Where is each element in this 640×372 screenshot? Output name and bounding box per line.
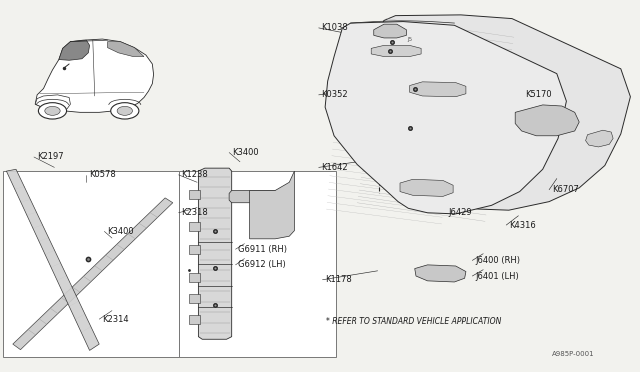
Bar bbox=[3, 171, 179, 357]
Polygon shape bbox=[374, 24, 406, 38]
Polygon shape bbox=[515, 105, 579, 136]
Text: K3568: K3568 bbox=[541, 111, 568, 120]
Bar bbox=[189, 222, 200, 231]
Polygon shape bbox=[59, 40, 90, 60]
Bar bbox=[189, 315, 200, 324]
Circle shape bbox=[45, 106, 60, 115]
Polygon shape bbox=[400, 179, 453, 196]
Polygon shape bbox=[410, 82, 466, 97]
Text: J5: J5 bbox=[407, 36, 412, 42]
Text: * REFER TO STANDARD VEHICLE APPLICATION: * REFER TO STANDARD VEHICLE APPLICATION bbox=[326, 317, 502, 326]
Circle shape bbox=[111, 103, 139, 119]
Text: K1642: K1642 bbox=[321, 163, 348, 172]
Text: A985P-0001: A985P-0001 bbox=[552, 351, 595, 357]
Polygon shape bbox=[198, 168, 232, 339]
Text: J6429: J6429 bbox=[448, 208, 472, 217]
Polygon shape bbox=[108, 42, 144, 57]
Text: K2318: K2318 bbox=[181, 208, 208, 217]
Bar bbox=[189, 294, 200, 303]
Text: J6401 (LH): J6401 (LH) bbox=[475, 272, 518, 280]
Text: K2314: K2314 bbox=[102, 315, 129, 324]
Polygon shape bbox=[586, 130, 613, 147]
Text: K3400: K3400 bbox=[232, 148, 259, 157]
Circle shape bbox=[38, 103, 67, 119]
Polygon shape bbox=[229, 190, 278, 203]
Circle shape bbox=[117, 106, 132, 115]
Polygon shape bbox=[250, 171, 294, 239]
Polygon shape bbox=[35, 39, 154, 112]
Polygon shape bbox=[13, 198, 173, 350]
Text: K0352: K0352 bbox=[321, 90, 348, 99]
Text: G6912 (LH): G6912 (LH) bbox=[238, 260, 286, 269]
Text: K3400: K3400 bbox=[108, 227, 134, 236]
Text: J6400 (RH): J6400 (RH) bbox=[475, 256, 520, 265]
Polygon shape bbox=[415, 265, 466, 282]
Text: K5170: K5170 bbox=[525, 90, 552, 99]
Bar bbox=[189, 273, 200, 282]
Text: G6911 (RH): G6911 (RH) bbox=[238, 245, 287, 254]
Text: K1238: K1238 bbox=[181, 170, 208, 179]
Text: K4316: K4316 bbox=[509, 221, 536, 230]
Text: K1178: K1178 bbox=[325, 275, 352, 284]
Polygon shape bbox=[325, 22, 566, 214]
Bar bbox=[179, 171, 336, 357]
Polygon shape bbox=[371, 45, 421, 57]
Polygon shape bbox=[6, 169, 99, 350]
Polygon shape bbox=[35, 95, 70, 111]
Bar bbox=[189, 245, 200, 254]
Text: K2197: K2197 bbox=[37, 153, 64, 161]
Text: K6707: K6707 bbox=[552, 185, 579, 194]
Bar bbox=[189, 190, 200, 199]
Text: K1038: K1038 bbox=[321, 23, 348, 32]
Text: K0578: K0578 bbox=[90, 170, 116, 179]
Polygon shape bbox=[355, 15, 630, 210]
